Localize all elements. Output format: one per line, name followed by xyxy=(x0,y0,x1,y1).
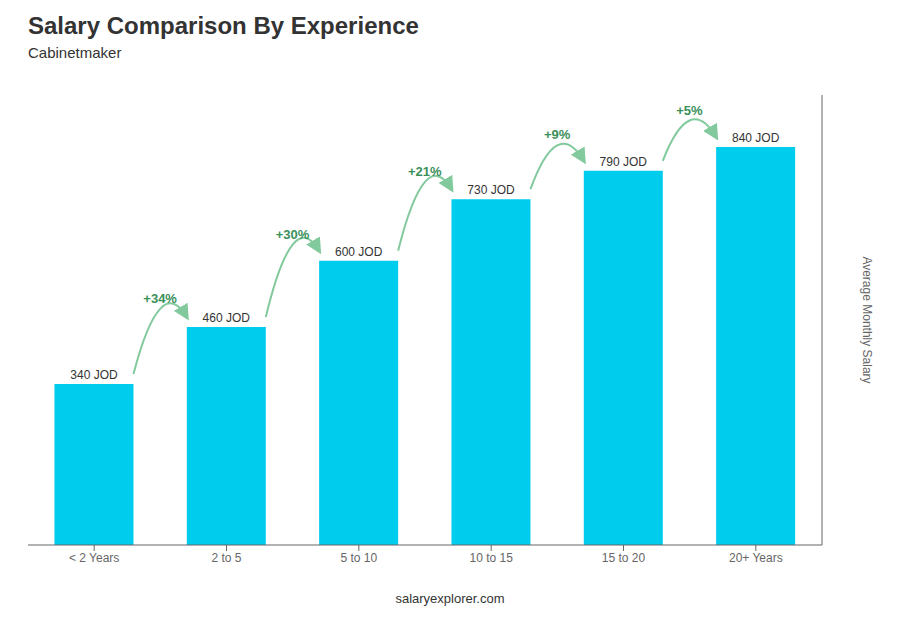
svg-text:730 JOD: 730 JOD xyxy=(467,183,515,197)
svg-text:10 to 15: 10 to 15 xyxy=(469,551,513,565)
svg-text:340 JOD: 340 JOD xyxy=(70,368,118,382)
svg-text:+34%: +34% xyxy=(143,291,177,306)
svg-text:600 JOD: 600 JOD xyxy=(335,245,383,259)
svg-text:840 JOD: 840 JOD xyxy=(732,131,780,145)
svg-text:460 JOD: 460 JOD xyxy=(203,311,251,325)
svg-text:+5%: +5% xyxy=(676,103,703,118)
html-text:salaryexplorer.com: salaryexplorer.com xyxy=(395,591,505,606)
svg-text:2 to 5: 2 to 5 xyxy=(211,551,241,565)
svg-text:790 JOD: 790 JOD xyxy=(600,155,648,169)
svg-text:< 2 Years: < 2 Years xyxy=(69,551,119,565)
svg-text:+21%: +21% xyxy=(408,164,442,179)
svg-text:+30%: +30% xyxy=(276,227,310,242)
html-text:Cabinetmaker: Cabinetmaker xyxy=(28,44,122,61)
svg-text:15 to 20: 15 to 20 xyxy=(602,551,646,565)
svg-text:20+ Years: 20+ Years xyxy=(729,551,783,565)
svg-text:+9%: +9% xyxy=(544,127,571,142)
svg-text:Average Monthly Salary: Average Monthly Salary xyxy=(860,256,874,383)
html-text:Salary Comparison By Experienc: Salary Comparison By Experience xyxy=(28,12,419,39)
svg-text:5 to 10: 5 to 10 xyxy=(340,551,377,565)
